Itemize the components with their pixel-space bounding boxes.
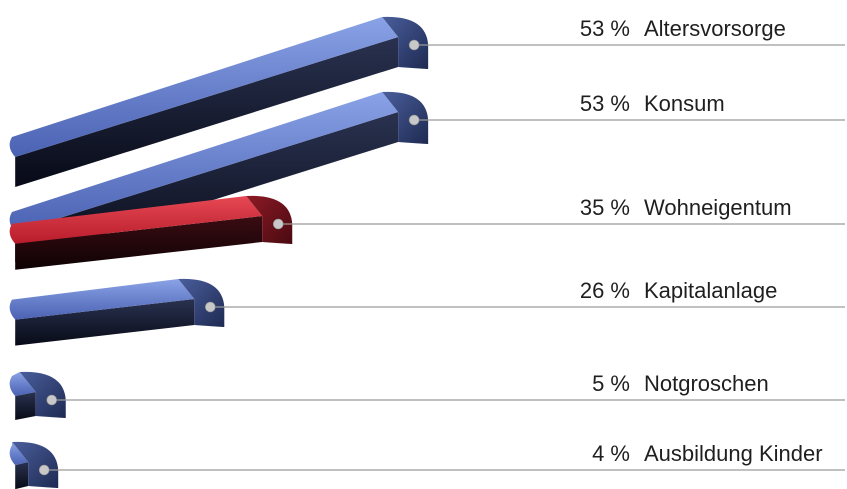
bar-front-face xyxy=(15,392,36,420)
bar-top-face xyxy=(9,17,399,157)
category-label: Konsum xyxy=(644,91,725,116)
value-label: 4 % xyxy=(592,441,630,466)
bar-3 xyxy=(9,195,293,270)
bar-marker xyxy=(205,301,216,313)
value-label: 5 % xyxy=(592,371,630,396)
bar-marker xyxy=(38,464,50,476)
bar-top-face xyxy=(9,279,195,320)
category-label: Altersvorsorge xyxy=(644,16,786,41)
bar-front-face xyxy=(15,37,399,187)
bar-front-face xyxy=(15,299,195,346)
bar-top-face xyxy=(9,92,399,232)
bar-6 xyxy=(9,441,59,489)
value-label: 35 % xyxy=(580,195,630,220)
category-label: Notgroschen xyxy=(644,371,769,396)
bar-marker xyxy=(408,39,420,51)
bar-top-face xyxy=(9,372,36,396)
bar-end-face xyxy=(19,371,66,418)
bar-end-face xyxy=(246,195,293,244)
bar-1 xyxy=(9,16,429,187)
bar-end-face xyxy=(382,16,429,69)
bars-layer xyxy=(9,16,429,489)
category-label: Ausbildung Kinder xyxy=(644,441,823,466)
value-label: 53 % xyxy=(580,91,630,116)
bar-end-face xyxy=(382,91,429,144)
category-label: Wohneigentum xyxy=(644,195,792,220)
bar-top-face xyxy=(9,196,263,244)
bar-marker xyxy=(46,394,58,406)
category-label: Kapitalanlage xyxy=(644,278,777,303)
bar-5 xyxy=(9,371,66,420)
leader-lines-layer xyxy=(38,39,845,476)
bar-end-face xyxy=(12,441,59,488)
bar-marker xyxy=(408,114,420,126)
bar-front-face xyxy=(15,216,263,270)
bar-end-face xyxy=(178,278,225,327)
labels-layer: 53 % Altersvorsorge 53 % Konsum 35 % Wohneige… xyxy=(580,16,823,466)
value-label: 26 % xyxy=(580,278,630,303)
bar-marker xyxy=(272,218,284,230)
bar-front-face xyxy=(15,462,29,489)
bar-4 xyxy=(9,278,225,346)
bar-top-face xyxy=(9,442,29,466)
value-label: 53 % xyxy=(580,16,630,41)
